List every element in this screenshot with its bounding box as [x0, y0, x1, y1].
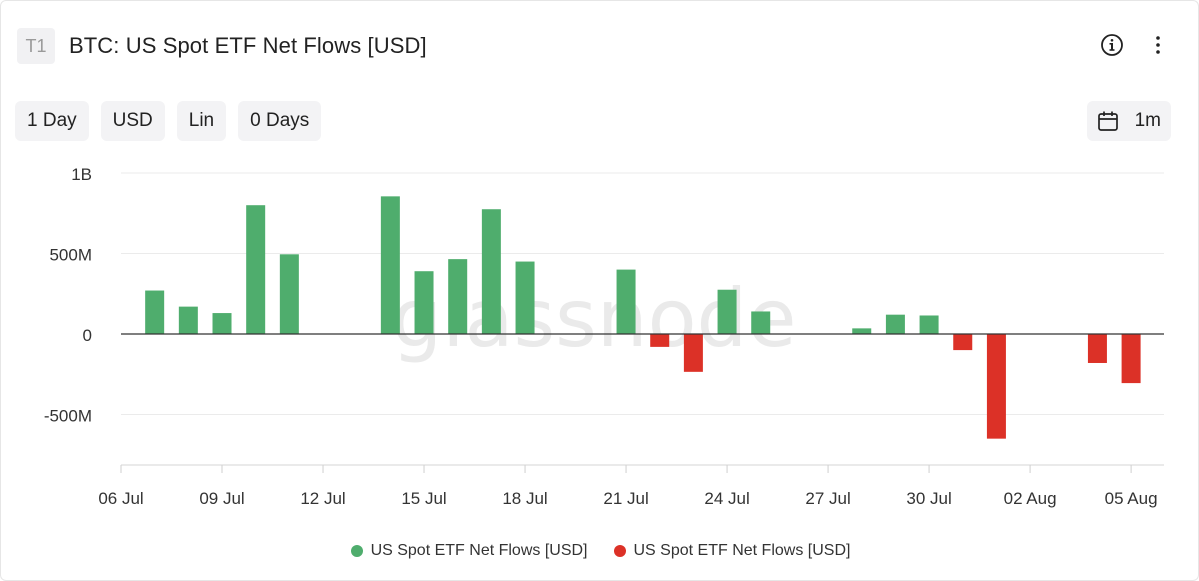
x-tick-label: 24 Jul — [704, 489, 749, 508]
info-button[interactable] — [1098, 31, 1126, 59]
x-tick-label: 18 Jul — [502, 489, 547, 508]
bar-positive — [414, 271, 434, 334]
date-range-button[interactable]: 1m — [1087, 101, 1171, 141]
calendar-icon — [1098, 111, 1118, 131]
bar-positive — [515, 261, 535, 334]
x-tick-label: 21 Jul — [603, 489, 648, 508]
bar-positive — [380, 196, 400, 334]
bar-positive — [279, 254, 299, 334]
bar-positive — [145, 290, 165, 334]
x-tick-label: 27 Jul — [805, 489, 850, 508]
bar-positive — [717, 289, 737, 334]
legend-label-positive: US Spot ETF Net Flows [USD] — [370, 542, 588, 559]
chart-legend: US Spot ETF Net Flows [USD] US Spot ETF … — [1, 542, 1199, 560]
bar-negative — [986, 334, 1006, 439]
bar-positive — [919, 315, 939, 334]
y-tick-label: 0 — [83, 326, 92, 345]
x-tick-label: 06 Jul — [98, 489, 143, 508]
bar-negative — [953, 334, 973, 351]
x-tick-label: 05 Aug — [1105, 489, 1158, 508]
bar-positive — [246, 205, 266, 334]
chart-header: T1 BTC: US Spot ETF Net Flows [USD] — [17, 27, 427, 65]
more-options-button[interactable] — [1144, 31, 1172, 59]
bar-positive — [616, 269, 636, 334]
bar-positive — [885, 314, 905, 334]
bar-positive — [448, 259, 468, 334]
date-range-label: 1m — [1134, 110, 1161, 131]
legend-item-positive[interactable]: US Spot ETF Net Flows [USD] — [350, 542, 588, 560]
x-tick-label: 12 Jul — [300, 489, 345, 508]
x-tick-label: 02 Aug — [1004, 489, 1057, 508]
x-tick-label: 15 Jul — [401, 489, 446, 508]
bar-negative — [1087, 334, 1107, 363]
currency-select[interactable]: USD — [100, 101, 165, 141]
moving-average-select[interactable]: 0 Days — [238, 101, 322, 141]
bar-negative — [650, 334, 670, 347]
y-tick-label: 500M — [49, 246, 92, 265]
vertical-ellipsis-icon — [1156, 36, 1160, 54]
x-tick-label: 30 Jul — [906, 489, 951, 508]
bar-positive — [178, 306, 198, 334]
bar-positive — [852, 328, 872, 334]
bar-negative — [683, 334, 703, 372]
y-tick-label: -500M — [44, 407, 92, 426]
y-tick-label: 1B — [71, 165, 92, 184]
legend-label-negative: US Spot ETF Net Flows [USD] — [633, 542, 851, 559]
tier-badge: T1 — [17, 28, 55, 64]
bar-positive — [481, 209, 501, 334]
bar-negative — [1121, 334, 1141, 384]
x-tick-label: 09 Jul — [199, 489, 244, 508]
info-circle-icon — [1101, 34, 1123, 56]
chart-controls: 1 Day USD Lin 0 Days — [15, 101, 322, 141]
legend-dot-positive — [350, 545, 363, 557]
bar-positive — [212, 313, 232, 334]
legend-item-negative[interactable]: US Spot ETF Net Flows [USD] — [613, 542, 851, 560]
legend-dot-negative — [613, 545, 626, 557]
chart-title: BTC: US Spot ETF Net Flows [USD] — [69, 33, 427, 58]
scale-select[interactable]: Lin — [176, 101, 227, 141]
resolution-select[interactable]: 1 Day — [15, 101, 89, 141]
bar-positive — [751, 311, 771, 334]
